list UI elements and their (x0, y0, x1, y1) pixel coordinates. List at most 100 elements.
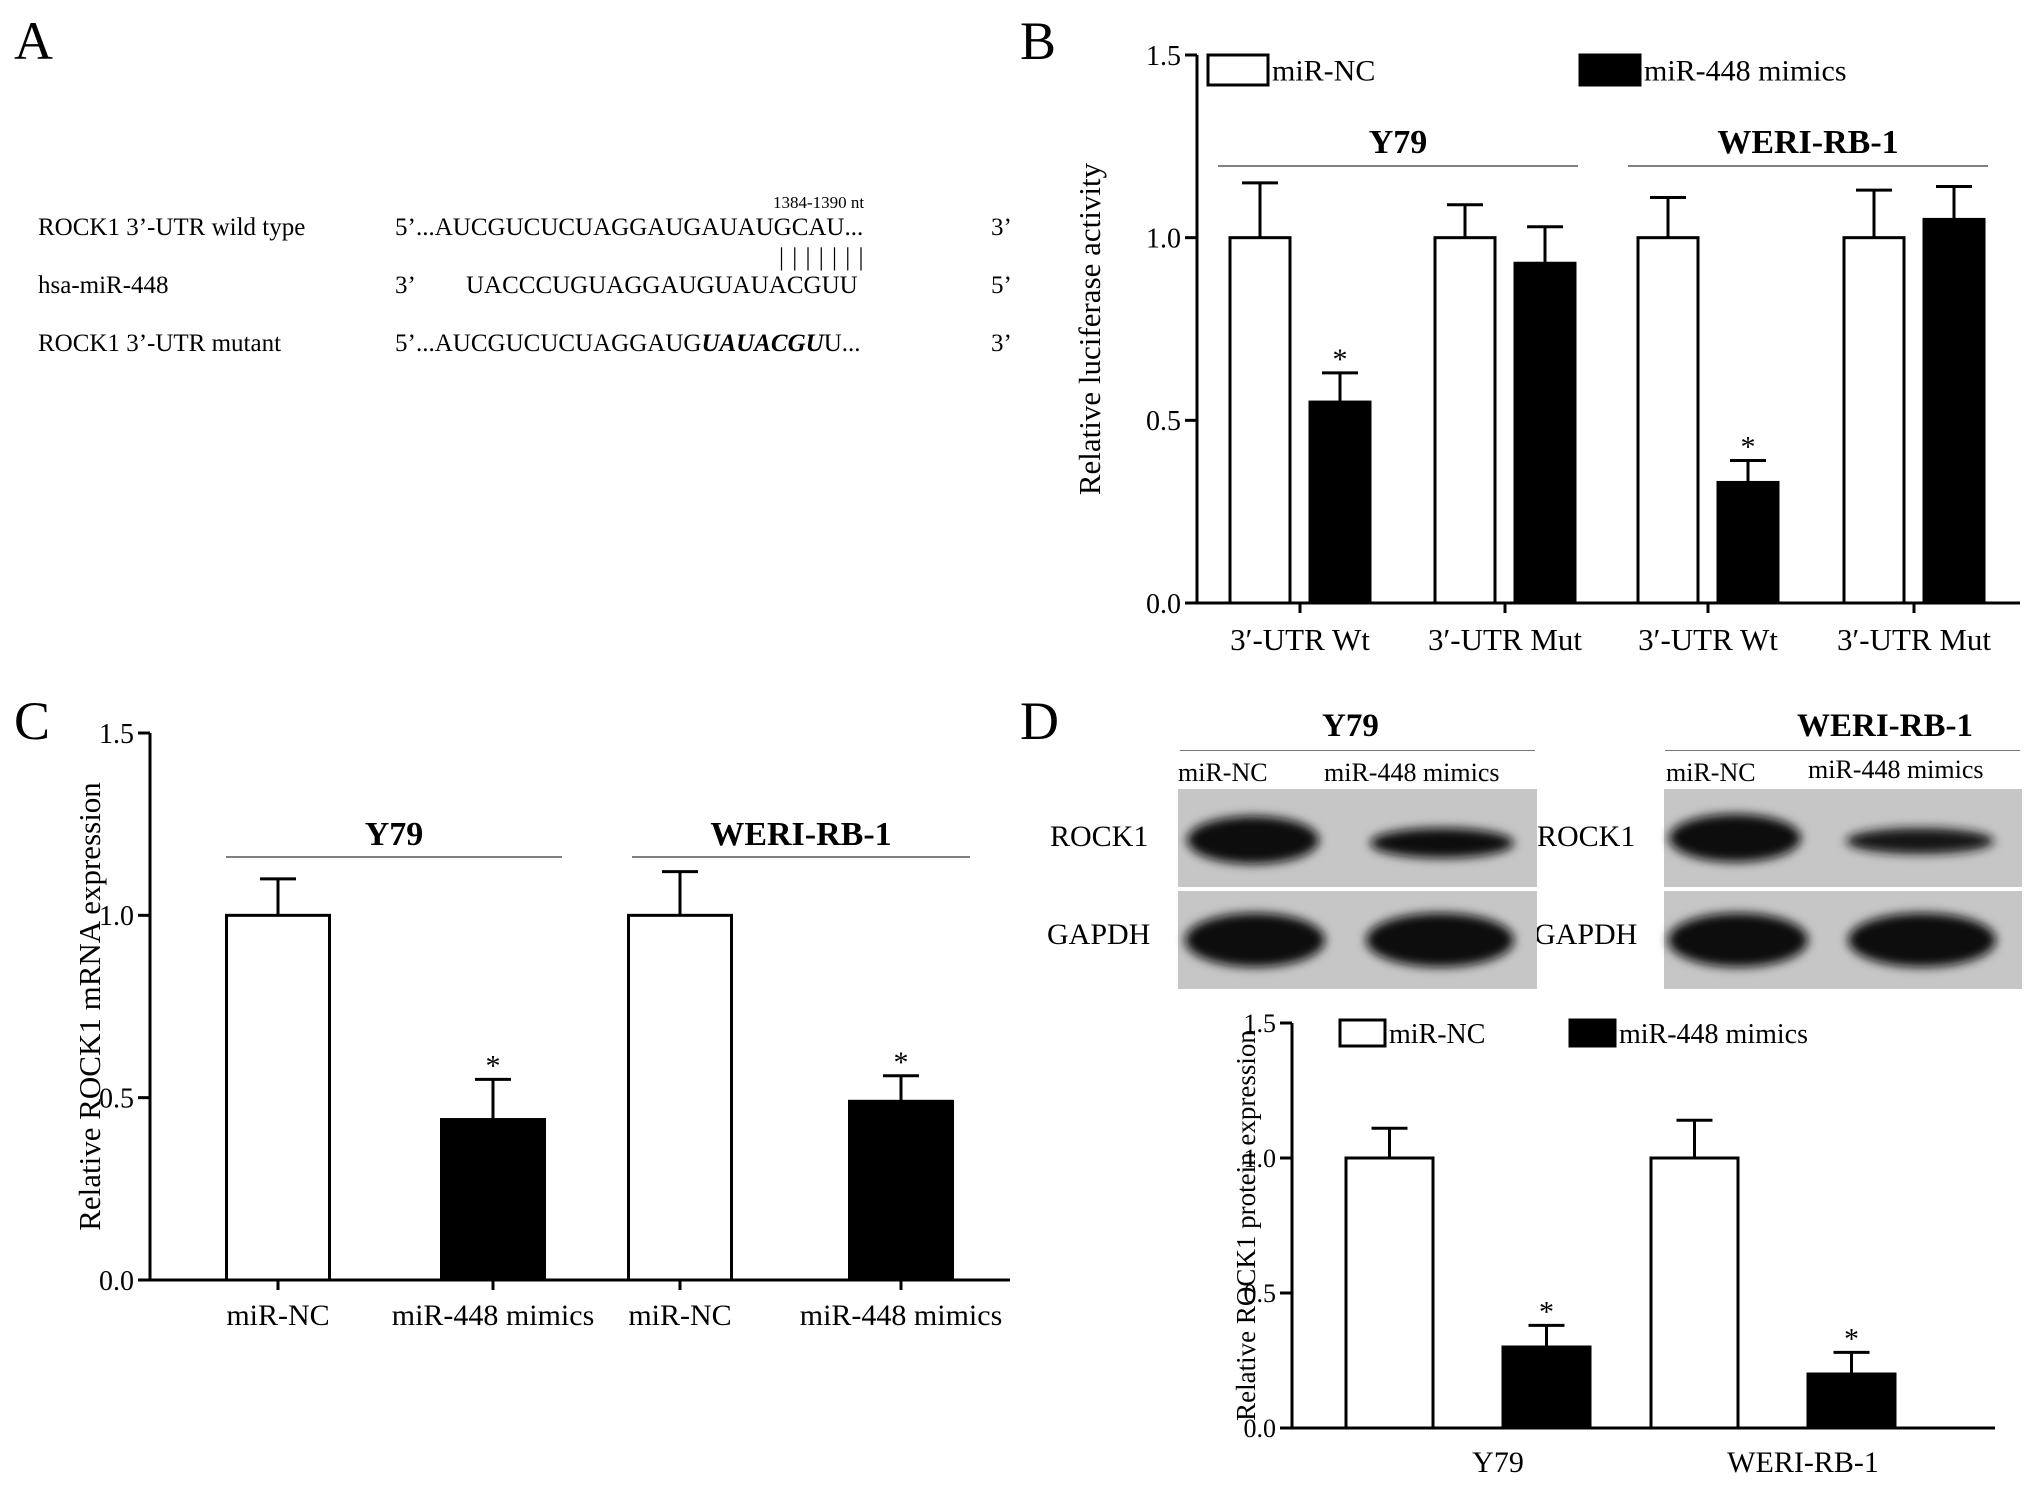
blot-title-weri: WERI-RB-1 (1797, 708, 1974, 744)
legend-swatch-D (1568, 1018, 1617, 1048)
significance-mark-B: * (1333, 343, 1348, 376)
y-tick-label-D: 0.0 (1244, 1414, 1277, 1443)
group-label-C: WERI-RB-1 (710, 816, 891, 853)
bar-B (1636, 236, 1700, 605)
significance-mark-C: * (894, 1046, 909, 1079)
x-tick-label-B: 3′-UTR Mut (1428, 622, 1582, 657)
bar-C (627, 913, 733, 1282)
bar-B (1308, 400, 1372, 605)
pairing-bars: | | | | | | | (779, 244, 865, 271)
legend-swatch-D (1338, 1018, 1387, 1048)
bar-B (1922, 217, 1986, 605)
mutant-5end: 5’ (395, 330, 416, 357)
legend-label-D: miR-NC (1389, 1019, 1485, 1050)
band-y79-gapdh-mimics (1366, 913, 1514, 967)
y-tick-label-B: 1.5 (1146, 41, 1181, 72)
blot-row-gapdh-left: GAPDH (1047, 918, 1151, 951)
legend-swatch-B (1578, 53, 1642, 87)
bar-B (1433, 236, 1497, 605)
panel-letter-b: B (1020, 11, 1057, 71)
wild-type-sequence: ...AUCGUCUCUAGGAUGAUAUGCAU... (416, 214, 864, 241)
band-weri-gapdh-mimics (1848, 913, 1996, 967)
x-tick-label-B: 3′-UTR Wt (1230, 622, 1370, 657)
band-y79-rock1-mimics (1370, 828, 1514, 858)
bar-B (1228, 236, 1292, 605)
y-tick-label-C: 0.5 (99, 1083, 134, 1114)
x-tick-label-C: miR-NC (226, 1299, 329, 1332)
mutant-3end: 3’ (991, 330, 1012, 357)
bar-D (1649, 1156, 1740, 1430)
y-tick-label-B: 1.0 (1146, 223, 1181, 254)
significance-mark-D: * (1539, 1295, 1554, 1328)
blot-row-rock1-left: ROCK1 (1050, 820, 1149, 853)
band-weri-rock1-nc (1669, 814, 1801, 862)
blot-title-y79: Y79 (1322, 708, 1379, 744)
blot-lane-y79-mimics: miR-448 mimics (1324, 758, 1500, 787)
y-tick-label-B: 0.5 (1146, 406, 1181, 437)
mutant-seq-suffix: U... (823, 330, 861, 357)
significance-mark-B: * (1741, 431, 1756, 464)
significance-mark-D: * (1844, 1322, 1859, 1355)
blot-lane-weri-nc: miR-NC (1666, 758, 1756, 787)
bar-C (440, 1118, 546, 1282)
bar-B (1513, 261, 1577, 605)
mutant-label: ROCK1 3’-UTR mutant (38, 330, 282, 357)
wild-type-3end: 3’ (991, 214, 1012, 241)
bar-B (1842, 236, 1906, 605)
y-tick-label-C: 1.0 (99, 901, 134, 932)
y-tick-label-C: 1.5 (99, 719, 134, 750)
significance-mark-C: * (486, 1049, 501, 1082)
group-label-B: WERI-RB-1 (1717, 124, 1898, 161)
y-tick-label-B: 0.0 (1146, 589, 1181, 620)
x-tick-label-D: Y79 (1472, 1446, 1524, 1479)
legend-label-B: miR-448 mimics (1644, 55, 1847, 88)
mirna-label: hsa-miR-448 (38, 272, 169, 299)
mirna-5end: 3’ (395, 272, 416, 299)
mutant-seq-mutated: UAUACGU (701, 330, 824, 357)
y-axis-label-D: Relative ROCK1 protein expression (1231, 1030, 1261, 1421)
band-y79-rock1-nc (1187, 816, 1319, 864)
x-tick-label-B: 3′-UTR Wt (1638, 622, 1778, 657)
panel-letter-a: A (14, 11, 53, 71)
y-axis-label-C: Relative ROCK1 mRNA expression (72, 782, 107, 1231)
blot-lane-y79-nc: miR-NC (1178, 758, 1268, 787)
y-tick-label-D: 0.5 (1244, 1279, 1277, 1308)
blot-row-gapdh-right: GAPDH (1534, 918, 1638, 951)
y-axis-label-B: Relative luciferase activity (1072, 162, 1107, 495)
legend-swatch-B (1206, 53, 1270, 87)
blot-group-line-y79 (1180, 750, 1535, 751)
panel-letter-c: C (14, 691, 51, 751)
group-label-C: Y79 (365, 816, 424, 853)
band-weri-rock1-mimics (1846, 828, 1994, 854)
mutant-sequence: ...AUCGUCUCUAGGAUGUAUACGUU... (416, 330, 861, 358)
bar-D (1344, 1156, 1435, 1430)
legend-label-D: miR-448 mimics (1619, 1019, 1808, 1050)
mirna-3end: 5’ (991, 272, 1012, 299)
bar-C (848, 1099, 954, 1282)
bar-C (225, 913, 331, 1282)
x-tick-label-C: miR-448 mimics (800, 1299, 1003, 1332)
bar-B (1716, 480, 1780, 605)
band-y79-gapdh-nc (1185, 913, 1325, 967)
x-tick-label-D: WERI-RB-1 (1727, 1446, 1879, 1479)
y-tick-label-D: 1.5 (1244, 1009, 1277, 1038)
x-tick-label-B: 3′-UTR Mut (1837, 622, 1991, 657)
panel-letter-d: D (1020, 691, 1059, 751)
position-note: 1384-1390 nt (773, 193, 865, 212)
mutant-seq-prefix: ...AUCGUCUCUAGGAUG (416, 330, 702, 357)
bar-D (1806, 1372, 1897, 1430)
y-tick-label-C: 0.0 (99, 1266, 134, 1297)
wild-type-5end: 5’ (395, 214, 416, 241)
legend-label-B: miR-NC (1272, 55, 1375, 88)
wild-type-label: ROCK1 3’-UTR wild type (38, 214, 306, 241)
x-tick-label-C: miR-NC (628, 1299, 731, 1332)
x-tick-label-C: miR-448 mimics (392, 1299, 595, 1332)
band-weri-gapdh-nc (1668, 913, 1808, 967)
mirna-sequence: UACCCUGUAGGAUGUAUACGUU (466, 272, 858, 299)
blot-row-rock1-right: ROCK1 (1537, 820, 1636, 853)
bar-D (1501, 1345, 1592, 1430)
y-tick-label-D: 1.0 (1244, 1144, 1277, 1173)
blot-lane-weri-mimics: miR-448 mimics (1808, 755, 1984, 784)
